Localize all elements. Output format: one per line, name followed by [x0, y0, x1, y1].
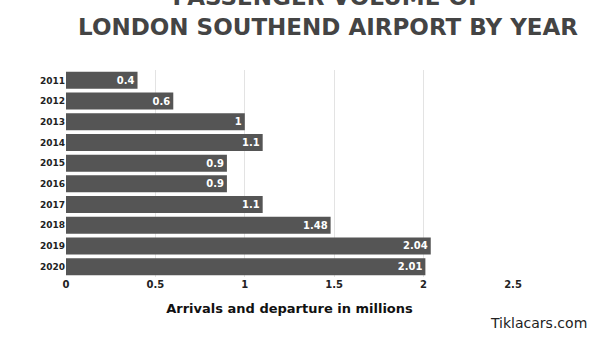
svg-text:0.9: 0.9 [206, 158, 224, 169]
svg-text:1.1: 1.1 [242, 199, 260, 210]
svg-text:0.4: 0.4 [117, 75, 135, 86]
svg-text:0.9: 0.9 [206, 178, 224, 189]
svg-text:1: 1 [241, 279, 248, 290]
svg-text:2: 2 [420, 279, 427, 290]
svg-text:2012: 2012 [40, 96, 65, 106]
svg-text:2020: 2020 [40, 262, 65, 272]
svg-text:1.1: 1.1 [242, 137, 260, 148]
svg-text:0.6: 0.6 [153, 96, 171, 107]
svg-text:1.48: 1.48 [303, 220, 328, 231]
svg-text:2014: 2014 [40, 138, 65, 148]
svg-text:2.5: 2.5 [504, 279, 522, 290]
svg-text:2.04: 2.04 [403, 240, 428, 251]
svg-text:2015: 2015 [40, 158, 65, 168]
svg-text:0.5: 0.5 [147, 279, 165, 290]
svg-text:1: 1 [235, 116, 242, 127]
svg-text:2016: 2016 [40, 179, 65, 189]
svg-text:Arrivals and departure in mill: Arrivals and departure in millions [166, 301, 413, 316]
svg-text:2018: 2018 [40, 220, 65, 230]
svg-text:PASSENGER VOLUME OFLONDON SOUT: PASSENGER VOLUME OFLONDON SOUTHEND AIRPO… [78, 0, 578, 40]
svg-text:2019: 2019 [40, 241, 65, 251]
svg-text:Tiklacars.com: Tiklacars.com [490, 315, 587, 331]
svg-text:2013: 2013 [40, 117, 65, 127]
svg-text:2017: 2017 [40, 200, 65, 210]
svg-text:0: 0 [63, 279, 70, 290]
svg-text:2.01: 2.01 [398, 261, 423, 272]
svg-text:1.5: 1.5 [325, 279, 343, 290]
svg-text:2011: 2011 [40, 76, 65, 86]
